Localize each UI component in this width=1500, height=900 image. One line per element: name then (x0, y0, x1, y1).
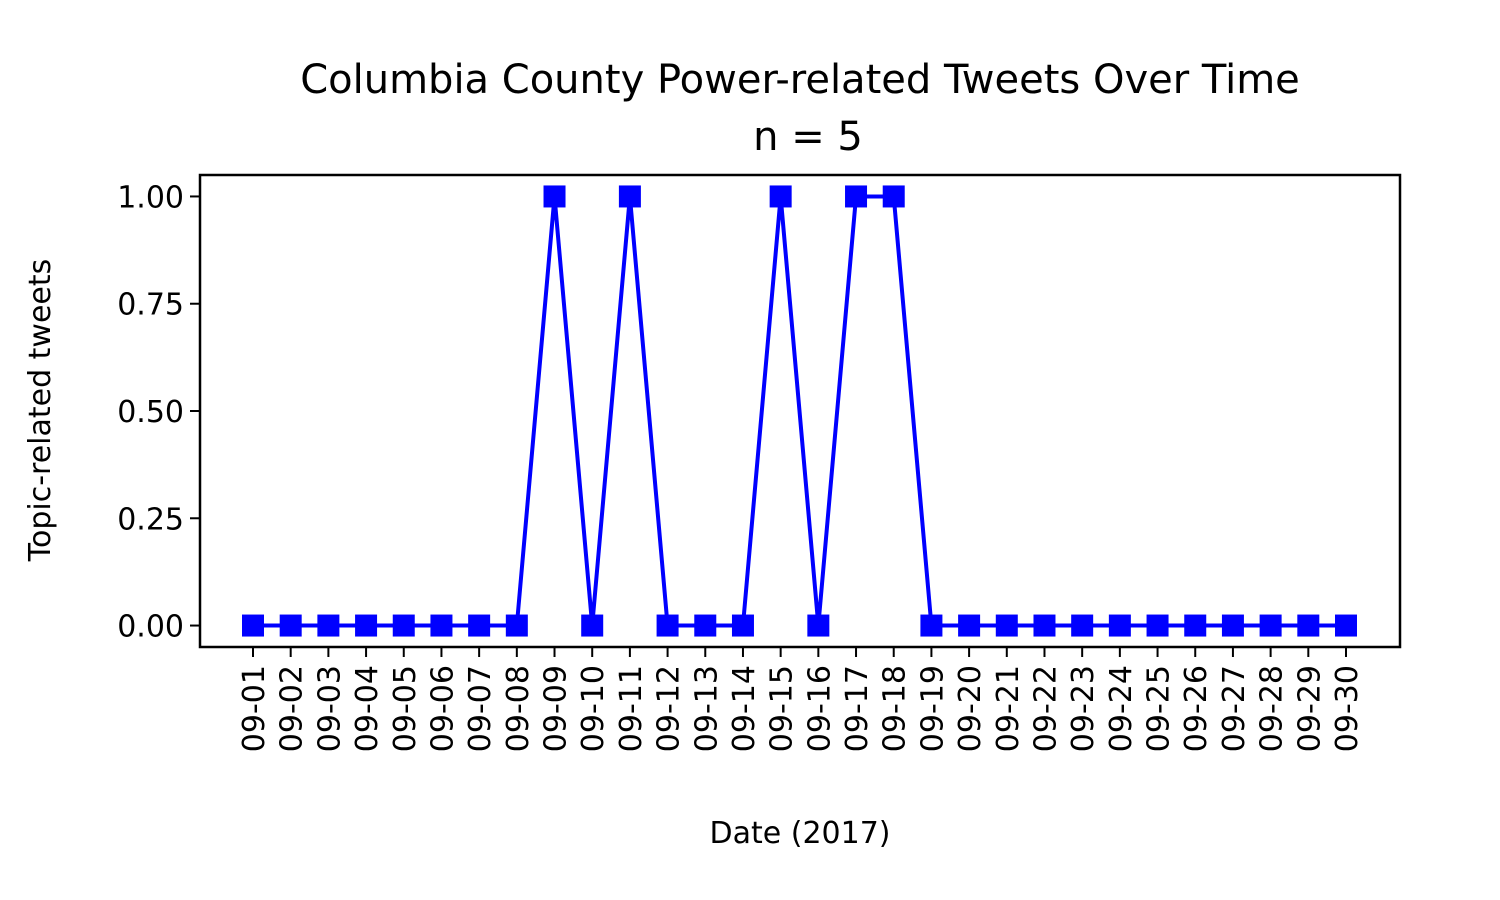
x-tick-label: 09-19 (915, 665, 950, 752)
data-point-marker (618, 185, 641, 208)
data-point-marker (1297, 614, 1320, 637)
x-tick-label: 09-13 (689, 665, 724, 752)
data-point-marker (807, 614, 830, 637)
data-point-marker (242, 614, 264, 637)
data-point-marker (279, 614, 302, 637)
x-tick-label: 09-14 (727, 665, 762, 752)
data-point-marker (694, 614, 717, 637)
data-point-marker (468, 614, 491, 637)
x-tick-label: 09-01 (237, 665, 272, 752)
x-tick-label: 09-07 (463, 665, 498, 752)
data-point-marker (920, 614, 943, 637)
x-tick-label: 09-05 (388, 665, 423, 752)
x-tick-label: 09-26 (1179, 665, 1214, 752)
data-point-marker (656, 614, 679, 637)
x-tick-label: 09-16 (802, 665, 837, 752)
data-point-marker (882, 185, 905, 208)
data-point-marker (769, 185, 792, 208)
data-point-marker (958, 614, 981, 637)
x-tick-label: 09-10 (576, 665, 611, 752)
x-tick-label: 09-27 (1217, 665, 1252, 752)
y-tick-label: 0.75 (117, 288, 184, 323)
x-tick-label: 09-11 (614, 665, 649, 752)
chart-subtitle: n = 5 (753, 114, 863, 160)
data-point-marker (355, 614, 378, 637)
y-tick-label: 0.25 (117, 502, 184, 537)
x-tick-label: 09-06 (425, 665, 460, 752)
x-tick-label: 09-28 (1255, 665, 1290, 752)
x-tick-label: 09-25 (1142, 665, 1177, 752)
data-point-marker (1221, 614, 1244, 637)
x-tick-label: 09-20 (953, 665, 988, 752)
x-tick-label: 09-30 (1330, 665, 1365, 752)
y-tick-label: 1.00 (117, 180, 184, 215)
x-tick-label: 09-15 (765, 665, 800, 752)
series-layer (242, 185, 1357, 637)
data-point-marker (845, 185, 868, 208)
data-point-marker (543, 185, 566, 208)
data-point-marker (995, 614, 1018, 637)
data-point-marker (1108, 614, 1131, 637)
data-point-marker (1335, 614, 1357, 637)
data-point-marker (1146, 614, 1169, 637)
x-tick-label: 09-22 (1028, 665, 1063, 752)
x-axis-label: Date (2017) (710, 816, 891, 851)
x-tick-label: 09-21 (991, 665, 1026, 752)
y-axis-label: Topic-related tweets (23, 259, 58, 563)
x-tick-label: 09-24 (1104, 665, 1139, 752)
y-axis: 0.00 0.25 0.50 0.75 1.00 (117, 180, 200, 645)
x-tick-label: 09-08 (501, 665, 536, 752)
data-point-marker (1259, 614, 1282, 637)
data-point-marker (731, 614, 754, 637)
x-tick-label: 09-23 (1066, 665, 1101, 752)
data-point-marker (581, 614, 604, 637)
x-tick-label: 09-29 (1292, 665, 1327, 752)
series-line (253, 194, 1346, 628)
data-point-marker (505, 614, 528, 637)
x-tick-label: 09-12 (652, 665, 687, 752)
x-tick-label: 09-09 (539, 665, 574, 752)
data-point-marker (392, 614, 415, 637)
y-tick-label: 0.50 (117, 395, 184, 430)
chart-title: Columbia County Power-related Tweets Ove… (300, 57, 1300, 103)
data-point-marker (1071, 614, 1094, 637)
x-tick-label: 09-18 (878, 665, 913, 752)
x-tick-label: 09-17 (840, 665, 875, 752)
y-tick-label: 0.00 (117, 610, 184, 645)
data-point-marker (1184, 614, 1207, 637)
x-tick-label: 09-02 (275, 665, 310, 752)
data-point-marker (430, 614, 453, 637)
x-tick-label: 09-03 (312, 665, 347, 752)
data-point-marker (317, 614, 340, 637)
data-point-marker (1033, 614, 1056, 637)
x-axis: 09-01 09-02 09-03 09-04 09-05 09-06 09-07 09-08… (237, 647, 1365, 752)
x-tick-label: 09-04 (350, 665, 385, 752)
